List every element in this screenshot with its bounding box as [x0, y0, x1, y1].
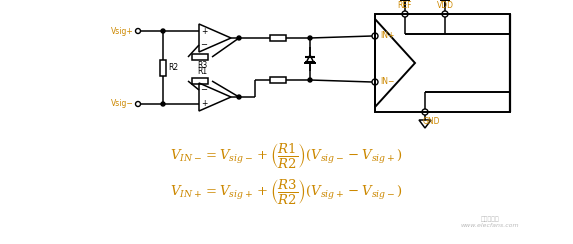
Text: IN+: IN+ — [380, 31, 394, 41]
Text: 电子发烧友
www.elecfans.com: 电子发烧友 www.elecfans.com — [461, 216, 519, 228]
Bar — [270, 35, 286, 41]
Text: VDD: VDD — [437, 1, 453, 10]
Text: Vsig−: Vsig− — [111, 100, 134, 109]
Circle shape — [237, 36, 241, 40]
Bar — [270, 77, 286, 83]
Text: REF: REF — [398, 1, 412, 10]
Bar — [192, 54, 208, 60]
Text: Vsig+: Vsig+ — [111, 27, 134, 35]
Text: $V_{IN+} = V_{sig+} + \left(\dfrac{R3}{R2}\right)\left(V_{sig+} - V_{sig-}\right: $V_{IN+} = V_{sig+} + \left(\dfrac{R3}{R… — [170, 177, 402, 206]
Text: $V_{IN-} = V_{sig-} + \left(\dfrac{R1}{R2}\right)\left(V_{sig-} - V_{sig+}\right: $V_{IN-} = V_{sig-} + \left(\dfrac{R1}{R… — [170, 141, 402, 170]
Bar — [375, 14, 510, 112]
Bar — [192, 78, 208, 84]
Text: −: − — [201, 85, 207, 94]
Text: R2: R2 — [168, 63, 178, 72]
Circle shape — [161, 102, 165, 106]
Text: −: − — [201, 41, 207, 50]
Text: +: + — [201, 27, 207, 35]
Circle shape — [308, 36, 312, 40]
Circle shape — [161, 29, 165, 33]
Bar — [160, 60, 166, 75]
Circle shape — [308, 78, 312, 82]
Text: R1: R1 — [197, 68, 207, 77]
Text: +: + — [201, 100, 207, 109]
Text: IN−: IN− — [380, 78, 394, 87]
Circle shape — [237, 95, 241, 99]
Text: R3: R3 — [197, 61, 207, 71]
Text: GND: GND — [422, 117, 439, 126]
